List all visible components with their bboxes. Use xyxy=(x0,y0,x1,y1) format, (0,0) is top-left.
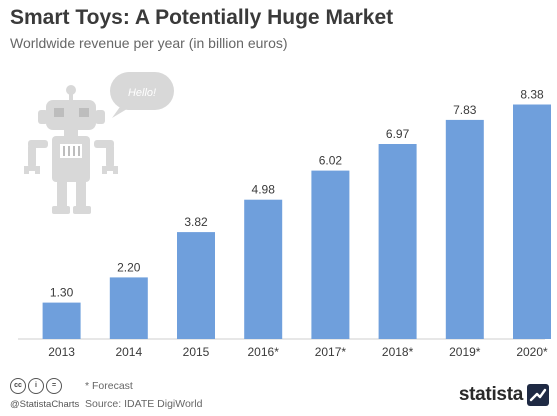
x-tick-label: 2018* xyxy=(382,345,414,359)
bar-2020[interactable] xyxy=(513,104,551,340)
x-tick-label: 2020* xyxy=(516,345,548,359)
statista-logo[interactable]: statista xyxy=(459,380,549,410)
bar-2019[interactable] xyxy=(445,119,484,340)
chart-subtitle: Worldwide revenue per year (in billion e… xyxy=(10,35,288,51)
chart-title: Smart Toys: A Potentially Huge Market xyxy=(10,6,394,29)
bar-value-label: 2.20 xyxy=(117,260,141,274)
bar-value-label: 7.83 xyxy=(453,103,477,117)
robot-illustration: Hello! xyxy=(24,72,174,214)
twitter-handle[interactable]: @StatistaCharts xyxy=(10,399,80,410)
bar-2016[interactable] xyxy=(244,199,283,339)
bar-value-label: 6.97 xyxy=(386,127,410,141)
footer-left: cc i = @StatistaCharts * Forecast Source… xyxy=(10,374,220,414)
x-tick-label: 2013 xyxy=(48,345,75,359)
bar-2015[interactable] xyxy=(177,232,215,339)
no-derivatives-icon[interactable]: = xyxy=(46,378,62,394)
creative-commons-icon[interactable]: cc xyxy=(10,378,26,394)
bar-value-label: 1.30 xyxy=(50,286,74,300)
bar-value-label: 3.82 xyxy=(184,215,208,229)
bar-2014[interactable] xyxy=(109,277,148,339)
x-tick-label: 2016* xyxy=(248,345,280,359)
bar-2017[interactable] xyxy=(311,170,350,339)
x-tick-label: 2015 xyxy=(183,345,210,359)
license-icons: cc i = xyxy=(10,378,62,394)
speech-bubble-text: Hello! xyxy=(128,87,156,99)
forecast-note: * Forecast xyxy=(85,380,133,392)
bar-value-label: 6.02 xyxy=(319,154,343,168)
attribution-icon[interactable]: i xyxy=(28,378,44,394)
speech-bubble xyxy=(110,72,174,110)
x-tick-label: 2017* xyxy=(315,345,347,359)
bar-value-label: 8.38 xyxy=(520,88,544,102)
statista-logo-icon xyxy=(527,384,549,406)
bar-2018[interactable] xyxy=(378,144,417,339)
bar-value-label: 4.98 xyxy=(252,183,276,197)
source-note: Source: IDATE DigiWorld xyxy=(85,398,203,410)
brand-name: statista xyxy=(458,384,523,405)
x-tick-label: 2019* xyxy=(449,345,481,359)
bar-2013[interactable] xyxy=(42,302,81,339)
x-tick-label: 2014 xyxy=(115,345,142,359)
bar-chart: Hello! 1.30 2013 2.20 2014 3.82 2015 4.98 2016* xyxy=(18,72,551,359)
